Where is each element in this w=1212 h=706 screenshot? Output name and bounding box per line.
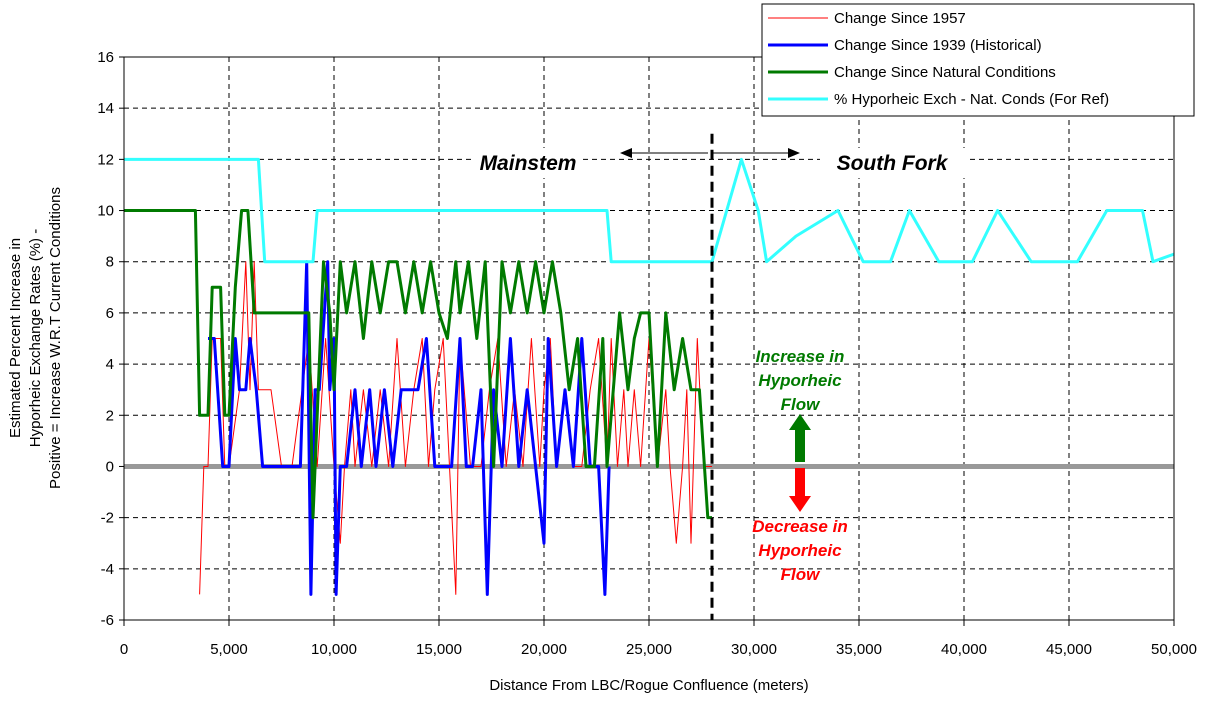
increase-note-line-1: Increase in (756, 347, 845, 366)
series-line-2 (124, 209, 712, 520)
y-tick-label: 4 (106, 356, 114, 373)
legend-label-natural: Change Since Natural Conditions (834, 64, 1056, 81)
y-tick-label: 14 (97, 100, 114, 117)
x-tick-label: 5,000 (210, 641, 248, 658)
y-tick-label: 6 (106, 305, 114, 322)
x-tick-label: 50,000 (1151, 641, 1197, 658)
y-tick-label: 16 (97, 49, 114, 66)
south-fork-arrowhead (788, 148, 800, 158)
y-axis-title-line-2: Hyporheic Exchange Rates (%) - (27, 229, 44, 447)
mainstem-arrowhead (620, 148, 632, 158)
x-tick-label: 40,000 (941, 641, 987, 658)
x-tick-label: 45,000 (1046, 641, 1092, 658)
x-tick-label: 35,000 (836, 641, 882, 658)
legend-box (761, 3, 1195, 117)
y-tick-label: -2 (101, 510, 114, 527)
legend-label-reference: % Hyporheic Exch - Nat. Conds (For Ref) (834, 91, 1109, 108)
decrease-note: Decrease in Hyporheic Flow (752, 517, 847, 584)
mainstem-label-bg (473, 148, 583, 178)
x-axis-ticks: 0 5,000 10,000 15,000 20,000 25,000 30,000 35,0… (120, 620, 1197, 658)
flow-direction-notes: Increase in Hyporheic Flow Decrease in H… (752, 347, 847, 584)
series-line-1 (208, 260, 611, 596)
legend-label-1957: Change Since 1957 (834, 10, 966, 27)
x-axis-title: Distance From LBC/Rogue Confluence (mete… (489, 677, 808, 694)
legend: Change Since 1957 Change Since 1939 (His… (761, 3, 1195, 117)
y-axis-ticks: -6 -4 -2 0 2 4 6 8 10 12 14 16 (97, 49, 124, 629)
increase-arrow (789, 414, 811, 462)
decrease-note-line-1: Decrease in (752, 517, 847, 536)
y-tick-label: -4 (101, 561, 114, 578)
y-tick-label: 2 (106, 407, 114, 424)
decrease-note-line-2: Hyporheic (758, 541, 842, 560)
increase-note: Increase in Hyporheic Flow (756, 347, 845, 414)
mainstem-label: Mainstem (480, 152, 577, 175)
x-tick-label: 10,000 (311, 641, 357, 658)
increase-note-line-3: Flow (781, 395, 821, 414)
plot-area (123, 56, 1175, 621)
region-labels: Mainstem South Fork (473, 148, 970, 178)
y-axis-title: Estimated Percent Increase in Hyporheic … (7, 187, 64, 489)
gridlines (124, 57, 1174, 620)
decrease-arrow (789, 468, 811, 512)
x-tick-label: 15,000 (416, 641, 462, 658)
increase-note-line-2: Hyporheic (758, 371, 842, 390)
x-tick-label: 0 (120, 641, 128, 658)
south-fork-label: South Fork (837, 152, 949, 175)
y-tick-label: 0 (106, 458, 114, 475)
series-line-0 (199, 261, 712, 595)
y-tick-label: -6 (101, 612, 114, 629)
series-layer (124, 157, 1175, 596)
x-tick-label: 25,000 (626, 641, 672, 658)
x-tick-label: 20,000 (521, 641, 567, 658)
decrease-note-line-3: Flow (781, 565, 821, 584)
y-tick-label: 12 (97, 151, 114, 168)
y-tick-label: 8 (106, 254, 114, 271)
series-line-3 (124, 157, 1175, 264)
legend-label-1939: Change Since 1939 (Historical) (834, 37, 1042, 54)
y-axis-title-line-1: Estimated Percent Increase in (7, 238, 24, 438)
y-tick-label: 10 (97, 203, 114, 220)
y-axis-title-line-3: Positive = Increase W.R.T Current Condit… (47, 187, 64, 489)
south-fork-label-bg (820, 148, 970, 178)
x-tick-label: 30,000 (731, 641, 777, 658)
